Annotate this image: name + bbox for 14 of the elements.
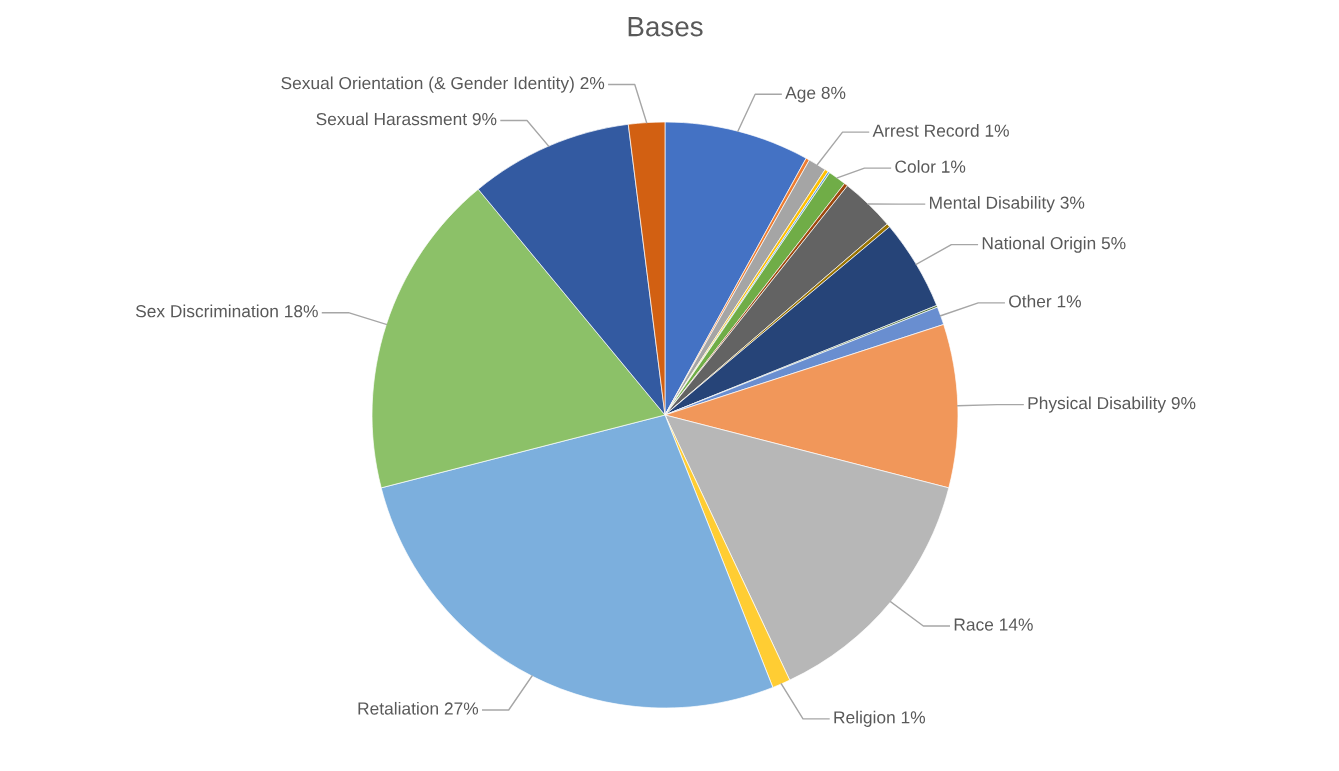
slice-label: National Origin 5% — [982, 236, 1126, 253]
slice-label: Sex Discrimination 18% — [135, 304, 318, 318]
slice-label: Religion 1% — [834, 710, 926, 727]
slice-label: Color 1% — [895, 160, 966, 173]
slice-label: Age 8% — [785, 86, 846, 103]
slice-label: Arrest Record 1% — [872, 124, 1009, 137]
slice-label: Mental Disability 3% — [929, 196, 1085, 213]
slice-label: Sexual Harassment 9% — [316, 112, 497, 126]
slice-label: Physical Disability 9% — [1028, 396, 1196, 413]
slice-label: Other 1% — [1009, 294, 1081, 308]
chart-title: Bases — [628, 17, 703, 37]
slice-label: Retaliation 27% — [358, 701, 479, 715]
slice-label: Race 14% — [954, 618, 1033, 631]
slice-label: Sexual Orientation (& Gender Identity) 2% — [281, 76, 605, 93]
